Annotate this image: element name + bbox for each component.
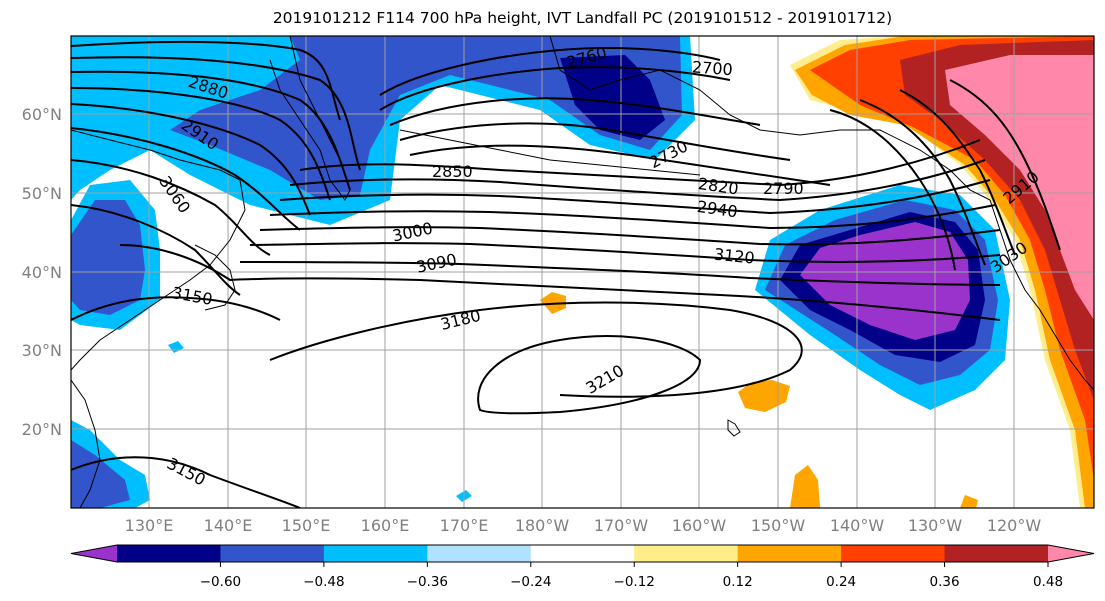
contour-line — [409, 144, 831, 186]
lon-label: 120°W — [987, 516, 1042, 535]
contour-line — [379, 47, 721, 96]
colorbar-outline — [70, 544, 1095, 563]
colorbar-segment — [117, 545, 221, 562]
height-contours — [71, 40, 1061, 508]
contour-label: 3120 — [713, 245, 755, 268]
colorbar-tick-label: −0.24 — [510, 574, 551, 590]
colorbar-extend-max — [1048, 545, 1094, 562]
colorbar-tick-label: −0.12 — [614, 574, 655, 590]
shade-sw-blue — [71, 440, 130, 508]
colorbar-segment — [737, 545, 842, 562]
contour-line — [477, 335, 702, 415]
latitude-labels: 60°N 50°N 40°N 30°N 20°N — [22, 105, 62, 439]
contour-line — [389, 97, 761, 126]
lon-label: 130°W — [908, 516, 963, 535]
contour-line — [269, 301, 803, 398]
colorbar-segment — [841, 545, 946, 562]
shade-ne-pink — [945, 55, 1094, 320]
contour-line — [249, 242, 1001, 264]
lat-label: 50°N — [22, 184, 62, 203]
colorbar-tick-label: 0.24 — [826, 574, 856, 590]
map-frame — [70, 35, 1095, 509]
contour-line — [71, 296, 281, 321]
colorbar: −0.60 −0.48 −0.36 −0.24 −0.12 0.12 0.24 0.36 0.4… — [70, 544, 1095, 590]
contour-line — [119, 244, 1001, 321]
contour-line — [269, 204, 996, 230]
shade-nw-blue — [170, 36, 682, 200]
map-area: 2760 2700 2880 2910 2730 3060 2850 2820 … — [71, 36, 1094, 508]
shade-patch-south — [790, 465, 820, 508]
colorbar-segment — [220, 545, 325, 562]
contour-label: 2850 — [432, 162, 473, 181]
contour-line — [71, 127, 301, 231]
contour-line — [71, 70, 351, 191]
contour-line — [259, 226, 1001, 246]
coast-asia — [71, 129, 246, 371]
colorbar-segment — [427, 545, 532, 562]
coast-aleutians — [399, 129, 701, 176]
contour-line — [71, 56, 361, 171]
ivt-shading — [71, 36, 1094, 508]
shade-nw-blue-west — [71, 200, 145, 315]
coast-hawaii — [727, 419, 741, 437]
colorbar-segment — [323, 545, 428, 562]
lat-label: 30°N — [22, 341, 62, 360]
lon-label: 170°W — [594, 516, 649, 535]
contour-line — [239, 261, 1001, 286]
lon-label: 140°W — [830, 516, 885, 535]
contour-line — [71, 159, 271, 256]
contour-line — [399, 122, 791, 161]
colorbar-tick-label: −0.36 — [407, 574, 448, 590]
contour-line — [379, 66, 731, 111]
shade-ne-purple — [800, 222, 970, 340]
contour-line — [71, 87, 331, 201]
lon-label: 150°W — [751, 516, 806, 535]
lon-label: 140°E — [204, 516, 253, 535]
lon-label: 130°E — [125, 516, 174, 535]
shade-patch-south2 — [960, 495, 978, 508]
contour-line — [279, 179, 991, 215]
longitude-labels: 130°E 140°E 150°E 160°E 170°E 180°W 170°… — [125, 516, 1042, 535]
lon-label: 160°W — [672, 516, 727, 535]
colorbar-segment — [530, 545, 635, 562]
coast-se-asia — [71, 379, 101, 508]
colorbar-tick-label: −0.60 — [200, 574, 241, 590]
lat-label: 20°N — [22, 420, 62, 439]
colorbar-segment — [634, 545, 739, 562]
lon-label: 160°E — [361, 516, 410, 535]
contour-label: 2790 — [763, 179, 804, 198]
contour-line — [859, 99, 986, 266]
colorbar-tick-label: −0.48 — [303, 574, 344, 590]
contour-line — [899, 89, 1016, 256]
contour-line — [829, 109, 956, 271]
contour-line — [71, 103, 311, 216]
lat-label: 40°N — [22, 263, 62, 282]
lon-label: 150°E — [282, 516, 331, 535]
contour-line — [289, 159, 986, 202]
lat-label: 60°N — [22, 105, 62, 124]
contour-line — [299, 139, 981, 187]
contour-line — [71, 456, 301, 508]
contour-line — [71, 40, 341, 121]
colorbar-tick-label: 0.12 — [723, 574, 753, 590]
lon-label: 170°E — [440, 516, 489, 535]
shade-nw-navy — [560, 55, 665, 140]
contour-line — [949, 79, 1061, 251]
colorbar-tick-label: 0.48 — [1033, 574, 1063, 590]
map-title: 2019101212 F114 700 hPa height, IVT Land… — [272, 9, 893, 27]
contour-label: 2700 — [691, 57, 733, 79]
contour-line — [71, 204, 241, 296]
colorbar-tick-label: 0.36 — [930, 574, 960, 590]
colorbar-extend-min — [71, 545, 117, 562]
coast-na-west — [989, 199, 1094, 391]
lon-label: 180°W — [515, 516, 570, 535]
colorbar-segment — [944, 545, 1049, 562]
coast-kamchatka — [269, 36, 351, 201]
shade-patch-hawaii — [738, 380, 790, 412]
